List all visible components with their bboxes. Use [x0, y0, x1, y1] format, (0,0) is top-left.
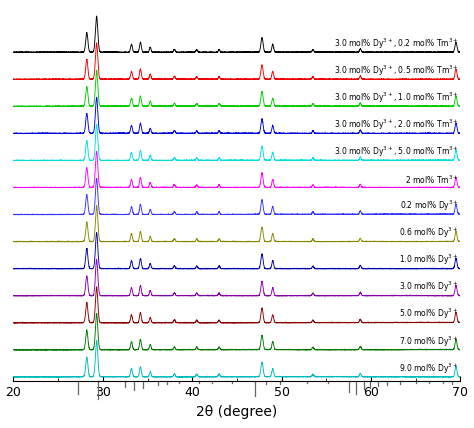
Text: 0.6 mol% Dy$^{3+}$: 0.6 mol% Dy$^{3+}$: [400, 226, 459, 241]
Text: 3.0 mol% Dy$^{3+}$, 0.5 mol% Tm$^{3+}$: 3.0 mol% Dy$^{3+}$, 0.5 mol% Tm$^{3+}$: [334, 64, 459, 78]
X-axis label: 2θ (degree): 2θ (degree): [196, 405, 278, 419]
Text: 3.0 mol% Dy$^{3+}$, 2.0 mol% Tm$^{3+}$: 3.0 mol% Dy$^{3+}$, 2.0 mol% Tm$^{3+}$: [334, 118, 459, 132]
Text: 0.2 mol% Dy$^{3+}$: 0.2 mol% Dy$^{3+}$: [400, 199, 459, 213]
Text: 3.0 mol% Dy$^{3+}$, 1.0 mol% Tm$^{3+}$: 3.0 mol% Dy$^{3+}$, 1.0 mol% Tm$^{3+}$: [334, 91, 459, 105]
Text: 3.0 mol% Dy$^{3+}$: 3.0 mol% Dy$^{3+}$: [400, 280, 459, 294]
Text: 5.0 mol% Dy$^{3+}$: 5.0 mol% Dy$^{3+}$: [400, 307, 459, 321]
Text: 2 mol% Tm$^{3+}$: 2 mol% Tm$^{3+}$: [405, 174, 459, 186]
Text: 1.0 mol% Dy$^{3+}$: 1.0 mol% Dy$^{3+}$: [400, 253, 459, 268]
Text: 7.0 mol% Dy$^{3+}$: 7.0 mol% Dy$^{3+}$: [400, 334, 459, 348]
Text: 9.0 mol% Dy$^{3+}$: 9.0 mol% Dy$^{3+}$: [400, 361, 459, 375]
Text: 3.0 mol% Dy$^{3+}$, 5.0 mol% Tm$^{3+}$: 3.0 mol% Dy$^{3+}$, 5.0 mol% Tm$^{3+}$: [334, 145, 459, 159]
Text: 3.0 mol% Dy$^{3+}$, 0.2 mol% Tm$^{3+}$: 3.0 mol% Dy$^{3+}$, 0.2 mol% Tm$^{3+}$: [334, 37, 459, 51]
